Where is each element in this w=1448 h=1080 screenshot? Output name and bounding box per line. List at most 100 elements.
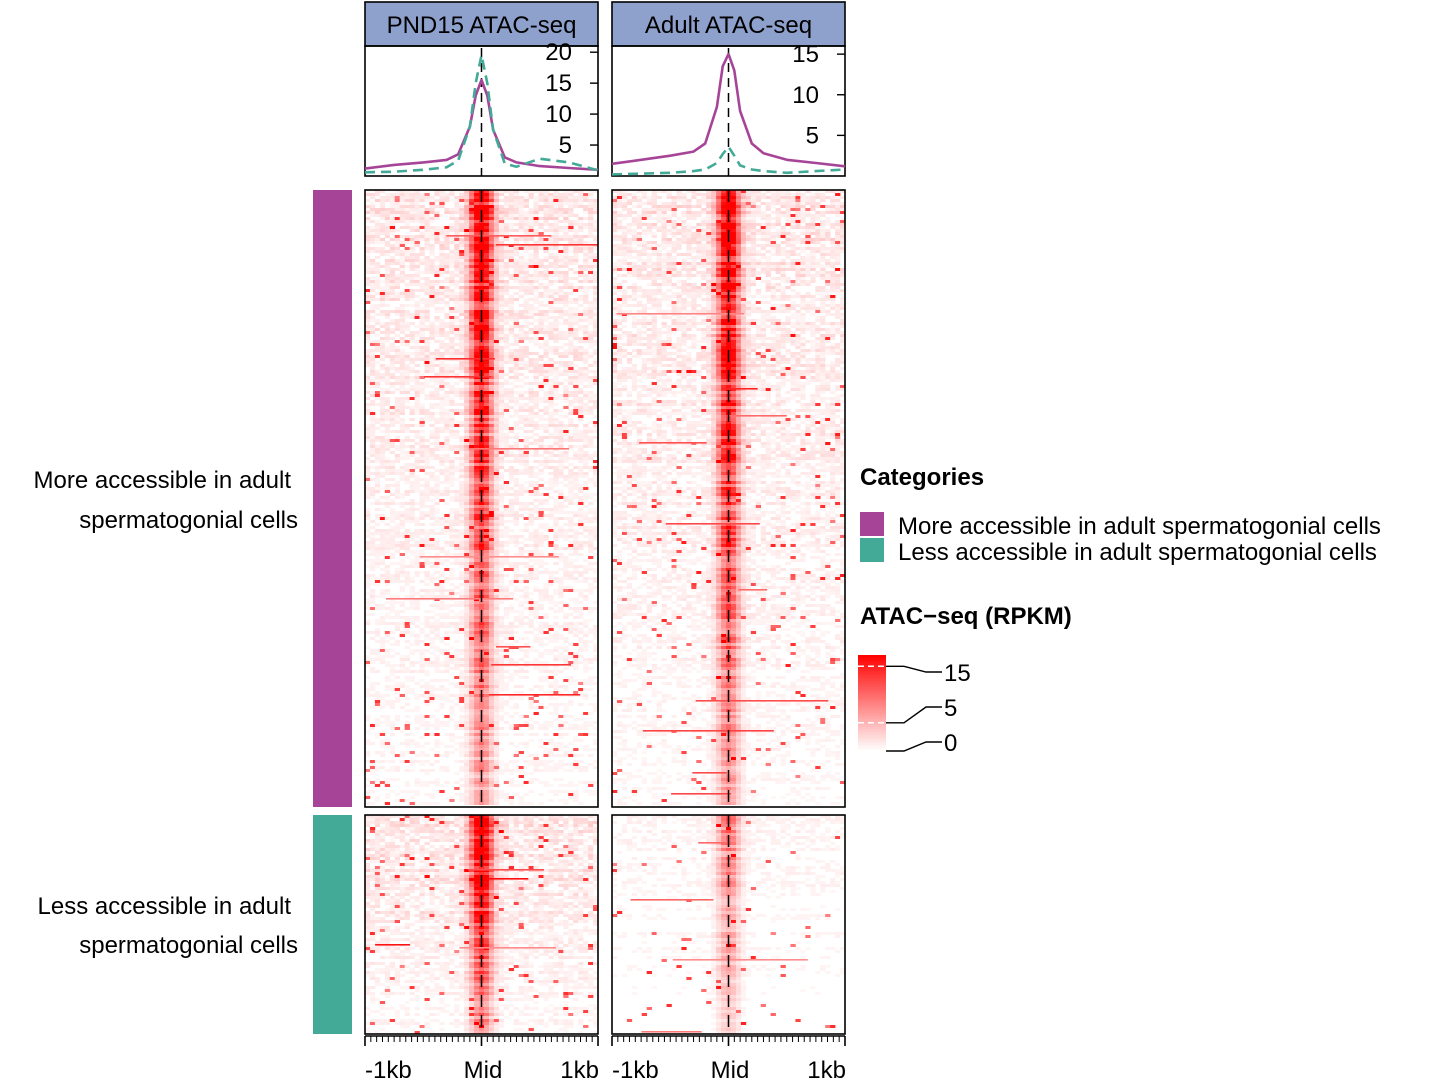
heatmap-cell	[374, 229, 381, 232]
heatmap-cell	[518, 508, 524, 511]
heatmap-cell	[513, 460, 519, 463]
heatmap-cell	[449, 289, 455, 292]
heatmap-cell	[493, 328, 500, 331]
heatmap-cell	[538, 544, 544, 547]
heatmap-cell	[384, 484, 391, 487]
heatmap-cell	[483, 541, 490, 544]
heatmap-cell	[553, 268, 559, 271]
heatmap-cell	[513, 298, 519, 301]
heatmap-cell	[365, 532, 371, 535]
heatmap-cell	[464, 580, 470, 583]
heatmap-cell	[488, 307, 495, 310]
heatmap-cell	[508, 286, 515, 289]
heatmap-cell	[384, 253, 391, 256]
heatmap-cell	[464, 349, 470, 352]
heatmap-cell	[493, 568, 500, 571]
heatmap-cell	[538, 463, 544, 466]
heatmap-cell	[424, 547, 430, 550]
heatmap-cell	[573, 589, 579, 592]
heatmap-cell	[424, 271, 430, 274]
heatmap-cell	[553, 214, 559, 217]
heatmap-cell	[474, 274, 480, 277]
heatmap-cell	[374, 223, 381, 226]
heatmap-cell	[548, 487, 554, 490]
heatmap-cell	[553, 454, 559, 457]
heatmap-cell	[365, 232, 371, 235]
heatmap-cell	[379, 358, 386, 361]
heatmap-cell	[374, 361, 381, 364]
heatmap-cell	[503, 397, 510, 400]
heatmap-cell	[434, 457, 440, 460]
heatmap-cell	[533, 451, 539, 454]
heatmap-cell	[508, 325, 515, 328]
heatmap-cell	[404, 220, 410, 223]
heatmap-cell	[508, 349, 515, 352]
heatmap-cell	[493, 382, 500, 385]
heatmap-cell	[553, 418, 559, 421]
heatmap-cell	[578, 418, 584, 421]
heatmap-cell	[374, 559, 381, 562]
heatmap-cell	[498, 415, 505, 418]
heatmap-cell	[593, 379, 599, 382]
heatmap-cell	[434, 562, 440, 565]
heatmap-cell	[384, 577, 391, 580]
heatmap-cell	[538, 370, 544, 373]
heatmap-cell	[469, 427, 475, 430]
heatmap-cell	[568, 544, 574, 547]
heatmap-cell	[523, 436, 529, 439]
heatmap-cell	[498, 475, 505, 478]
heatmap-cell	[513, 280, 519, 283]
heatmap-cell	[503, 607, 510, 610]
heatmap-cell	[424, 544, 430, 547]
heatmap-cell	[503, 541, 510, 544]
heatmap-cell	[479, 487, 485, 490]
heatmap-cell	[498, 520, 505, 523]
heatmap-cell	[573, 196, 579, 199]
heatmap-cell	[488, 214, 495, 217]
heatmap-cell	[498, 307, 505, 310]
heatmap-cell	[474, 463, 480, 466]
heatmap-cell	[538, 259, 544, 262]
heatmap-cell	[439, 517, 445, 520]
heatmap-cell	[389, 244, 396, 247]
heatmap-cell	[384, 592, 391, 595]
heatmap-cell	[379, 394, 386, 397]
heatmap-cell	[578, 367, 584, 370]
heatmap-cell	[503, 310, 510, 313]
heatmap-cell	[518, 280, 524, 283]
heatmap-cell	[459, 277, 465, 280]
heatmap-cell	[474, 334, 480, 337]
heatmap-cell	[588, 430, 594, 433]
heatmap-cell	[538, 367, 544, 370]
heatmap-cell	[498, 586, 505, 589]
heatmap-cell	[479, 304, 485, 307]
heatmap-cell	[439, 379, 445, 382]
heatmap-cell	[369, 349, 376, 352]
heatmap-cell	[533, 589, 539, 592]
heatmap-cell	[469, 538, 475, 541]
heatmap-cell	[474, 496, 480, 499]
heatmap-cell	[409, 484, 415, 487]
heatmap-cell	[523, 229, 529, 232]
heatmap-cell	[528, 394, 534, 397]
heatmap-cell	[583, 247, 589, 250]
heatmap-cell	[568, 328, 574, 331]
heatmap-cell	[578, 319, 584, 322]
heatmap-cell	[573, 529, 579, 532]
heatmap-cell	[409, 262, 415, 265]
heatmap-cell	[384, 250, 391, 253]
heatmap-cell	[573, 568, 579, 571]
heatmap-cell	[558, 256, 564, 259]
heatmap-cell	[384, 487, 391, 490]
heatmap-cell	[474, 217, 480, 220]
heatmap-cell	[454, 199, 460, 202]
heatmap-cell	[548, 358, 554, 361]
heatmap-cell	[533, 442, 539, 445]
heatmap-cell	[503, 217, 510, 220]
heatmap-cell	[374, 454, 381, 457]
heatmap-cell	[593, 463, 599, 466]
heatmap-cell	[533, 334, 539, 337]
heatmap-cell	[553, 544, 559, 547]
heatmap-cell	[523, 331, 529, 334]
heatmap-cell	[414, 406, 420, 409]
